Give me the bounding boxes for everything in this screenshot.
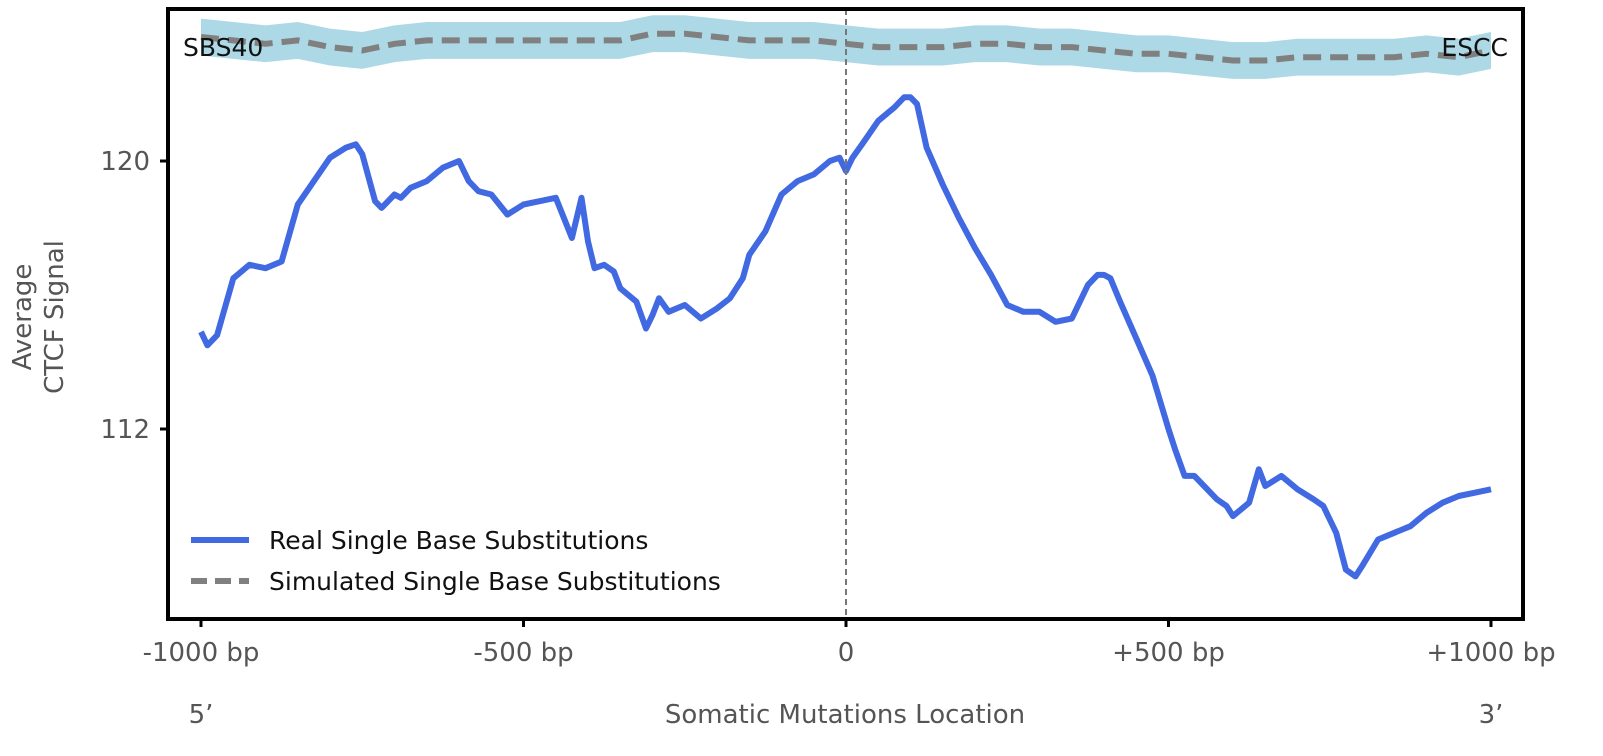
x-tick-label: +500 bp	[1112, 638, 1225, 668]
simulated-confidence-band	[201, 15, 1491, 79]
signature-annotation: SBS40	[183, 33, 263, 62]
legend-label-real: Real Single Base Substitutions	[269, 526, 648, 555]
cancer-type-annotation: ESCC	[1441, 33, 1508, 62]
confidence-band-layer	[201, 15, 1491, 79]
x-axis-title: Somatic Mutations Location	[665, 700, 1025, 730]
legend-label-simulated: Simulated Single Base Substitutions	[269, 567, 721, 596]
five-prime-label: 5’	[189, 700, 214, 730]
legend: Real Single Base Substitutions Simulated…	[191, 526, 721, 596]
axis-ticks: -1000 bp -500 bp 0 +500 bp +1000 bp 112 120	[100, 147, 1555, 668]
three-prime-label: 3’	[1479, 700, 1504, 730]
y-tick-label: 112	[100, 415, 150, 445]
y-axis-title-line2: CTCF Signal	[40, 240, 70, 394]
y-axis-title-line1: Average	[8, 264, 38, 371]
y-tick-label: 120	[100, 147, 150, 177]
x-tick-label: -1000 bp	[143, 638, 260, 668]
x-tick-label: -500 bp	[473, 638, 573, 668]
x-tick-label: +1000 bp	[1426, 638, 1555, 668]
x-tick-label: 0	[838, 638, 855, 668]
